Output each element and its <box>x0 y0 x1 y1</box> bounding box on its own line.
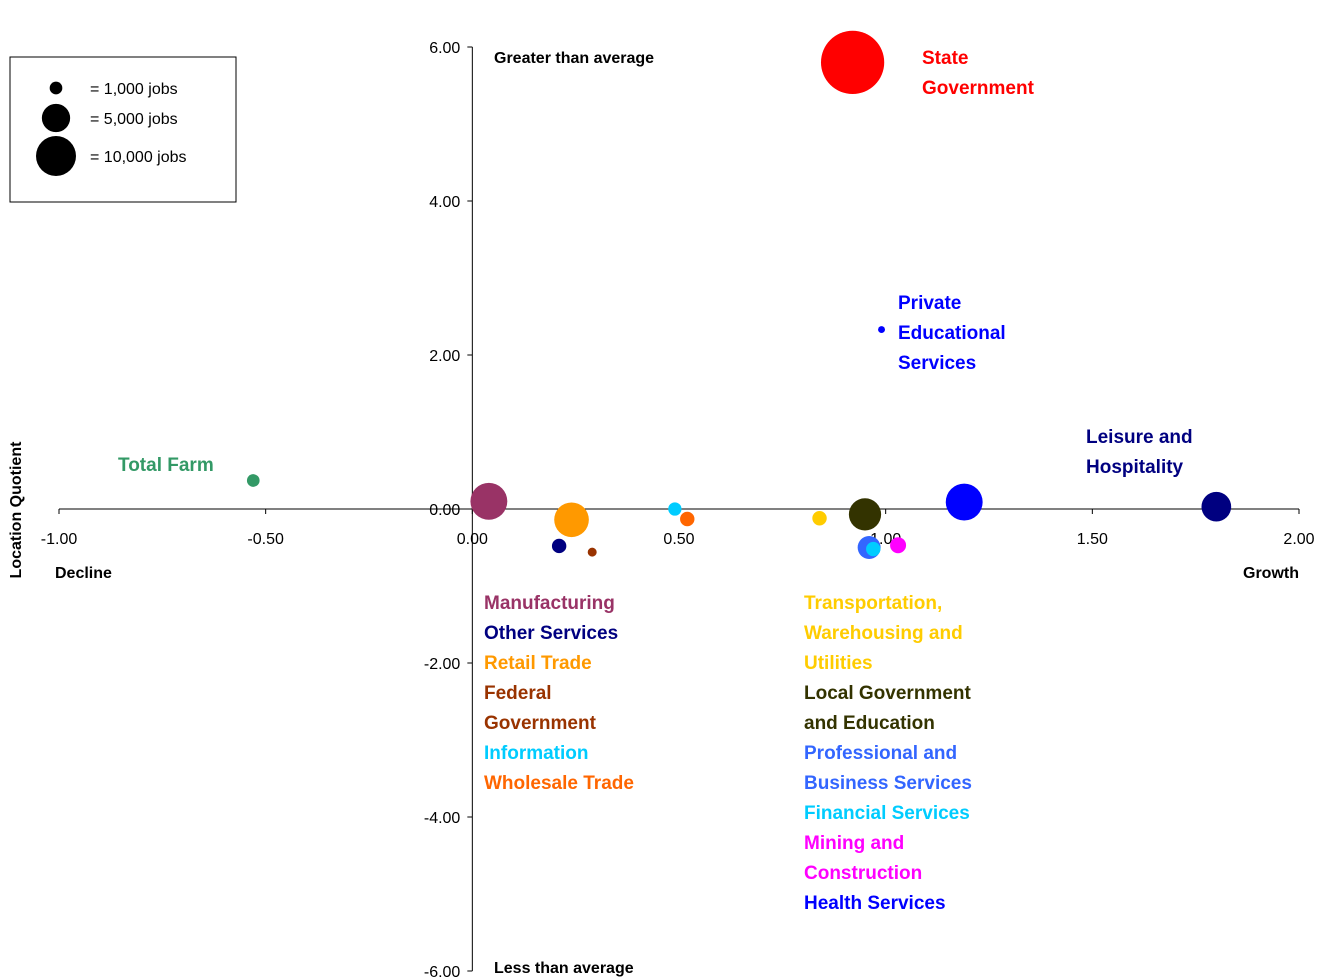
legend: = 1,000 jobs = 5,000 jobs = 10,000 jobs <box>9 56 237 203</box>
series-label-line: Professional and <box>804 743 957 764</box>
bubble-retail-trade <box>554 502 589 538</box>
series-label-line: and Education <box>804 713 935 734</box>
bubble-state-government <box>820 30 885 95</box>
series-label: Financial Services <box>804 803 970 824</box>
y-tick-label: 2.00 <box>429 348 460 365</box>
x-tick-label: 1.50 <box>1077 531 1108 548</box>
x-tick-label: 0.00 <box>457 531 488 548</box>
series-label-line: Wholesale Trade <box>484 773 634 794</box>
x-tick-label: 0.50 <box>663 531 694 548</box>
y-tick-label: 0.00 <box>429 502 460 519</box>
top-quadrant-label: Greater than average <box>494 50 654 67</box>
bubbles <box>246 30 1232 559</box>
y-axis-title: Location Quotient <box>8 441 25 579</box>
legend-bubble <box>49 81 63 95</box>
bubble-mining-and-construction <box>890 537 907 554</box>
bubble-transportation-warehousing-and-utilities <box>812 511 827 526</box>
bubble-leisure-and-hospitality <box>1201 491 1232 522</box>
series-label-line: Transportation, <box>804 593 942 614</box>
x-tick-label: 2.00 <box>1283 531 1314 548</box>
y-tick-label: 6.00 <box>429 40 460 57</box>
series-label-line: Federal <box>484 683 552 704</box>
series-label: Federal Government <box>484 683 597 734</box>
series-label-line: Other Services <box>484 623 618 644</box>
series-label-line: Total Farm <box>118 455 214 476</box>
series-label: Leisure and Hospitality <box>1086 427 1193 478</box>
x-axis-title-right: Growth <box>1243 565 1299 582</box>
series-label-line: Educational <box>898 323 1006 344</box>
bubble-private-educational-services <box>878 326 885 334</box>
series-label-line: Business Services <box>804 773 972 794</box>
series-label: State Government <box>922 48 1035 99</box>
bubble-total-farm <box>246 474 260 487</box>
series-label-line: Private <box>898 293 961 314</box>
series-label: Health Services <box>804 893 946 914</box>
legend-label: = 5,000 jobs <box>90 111 178 128</box>
y-tick-label: -2.00 <box>424 656 461 673</box>
series-label-line: Services <box>898 353 976 374</box>
series-label-line: Warehousing and <box>804 623 963 644</box>
series-label-line: Information <box>484 743 589 764</box>
series-label: Private Educational Services <box>898 293 1006 374</box>
x-tick-label: -0.50 <box>247 531 284 548</box>
bubble-manufacturing <box>470 482 508 520</box>
series-label: Transportation, Warehousing and Utilities <box>804 593 963 674</box>
bubble-local-government-and-education <box>848 498 882 531</box>
series-label: Retail Trade <box>484 653 592 674</box>
bubble-health-services <box>945 483 983 521</box>
series-label: Wholesale Trade <box>484 773 634 794</box>
x-tick-label: -1.00 <box>41 531 78 548</box>
y-tick-label: -4.00 <box>424 810 461 827</box>
bubble-information <box>668 502 682 516</box>
y-tick-label: 4.00 <box>429 194 460 211</box>
series-label: Local Government and Education <box>804 683 971 734</box>
bubble-financial-services <box>866 541 881 557</box>
series-labels: State Government Private Educational Service… <box>118 48 1193 914</box>
series-label-line: Local Government <box>804 683 971 704</box>
series-label-line: Hospitality <box>1086 457 1184 478</box>
series-label: Other Services <box>484 623 618 644</box>
series-label-line: Manufacturing <box>484 593 615 614</box>
series-label: Total Farm <box>118 455 214 476</box>
series-label-line: Government <box>484 713 597 734</box>
legend-bubble <box>36 136 76 176</box>
series-label-line: Utilities <box>804 653 873 674</box>
y-tick-label: -6.00 <box>424 964 461 979</box>
series-label-line: Mining and <box>804 833 904 854</box>
legend-label: = 1,000 jobs <box>90 81 178 98</box>
series-label-line: Leisure and <box>1086 427 1193 448</box>
bubble-federal-government <box>587 547 597 557</box>
bubble-wholesale-trade <box>680 511 695 527</box>
series-label-line: Health Services <box>804 893 946 914</box>
axes: -1.00 -0.50 0.00 0.50 1.00 1.50 2.006.004.002.… <box>41 40 1315 979</box>
bottom-quadrant-label: Less than average <box>494 960 634 977</box>
series-label-line: Financial Services <box>804 803 970 824</box>
series-label: Manufacturing <box>484 593 615 614</box>
bubble-other-services <box>551 538 567 554</box>
x-axis-title-left: Decline <box>55 565 112 582</box>
series-label: Information <box>484 743 589 764</box>
series-label: Professional and Business Services <box>804 743 972 794</box>
legend-box <box>9 56 237 203</box>
series-label-line: Retail Trade <box>484 653 592 674</box>
series-label-line: Government <box>922 78 1035 99</box>
series-label-line: Construction <box>804 863 922 884</box>
series-label-line: State <box>922 48 968 69</box>
series-label: Mining and Construction <box>804 833 922 884</box>
legend-label: = 10,000 jobs <box>90 149 187 166</box>
legend-bubble <box>41 103 71 133</box>
